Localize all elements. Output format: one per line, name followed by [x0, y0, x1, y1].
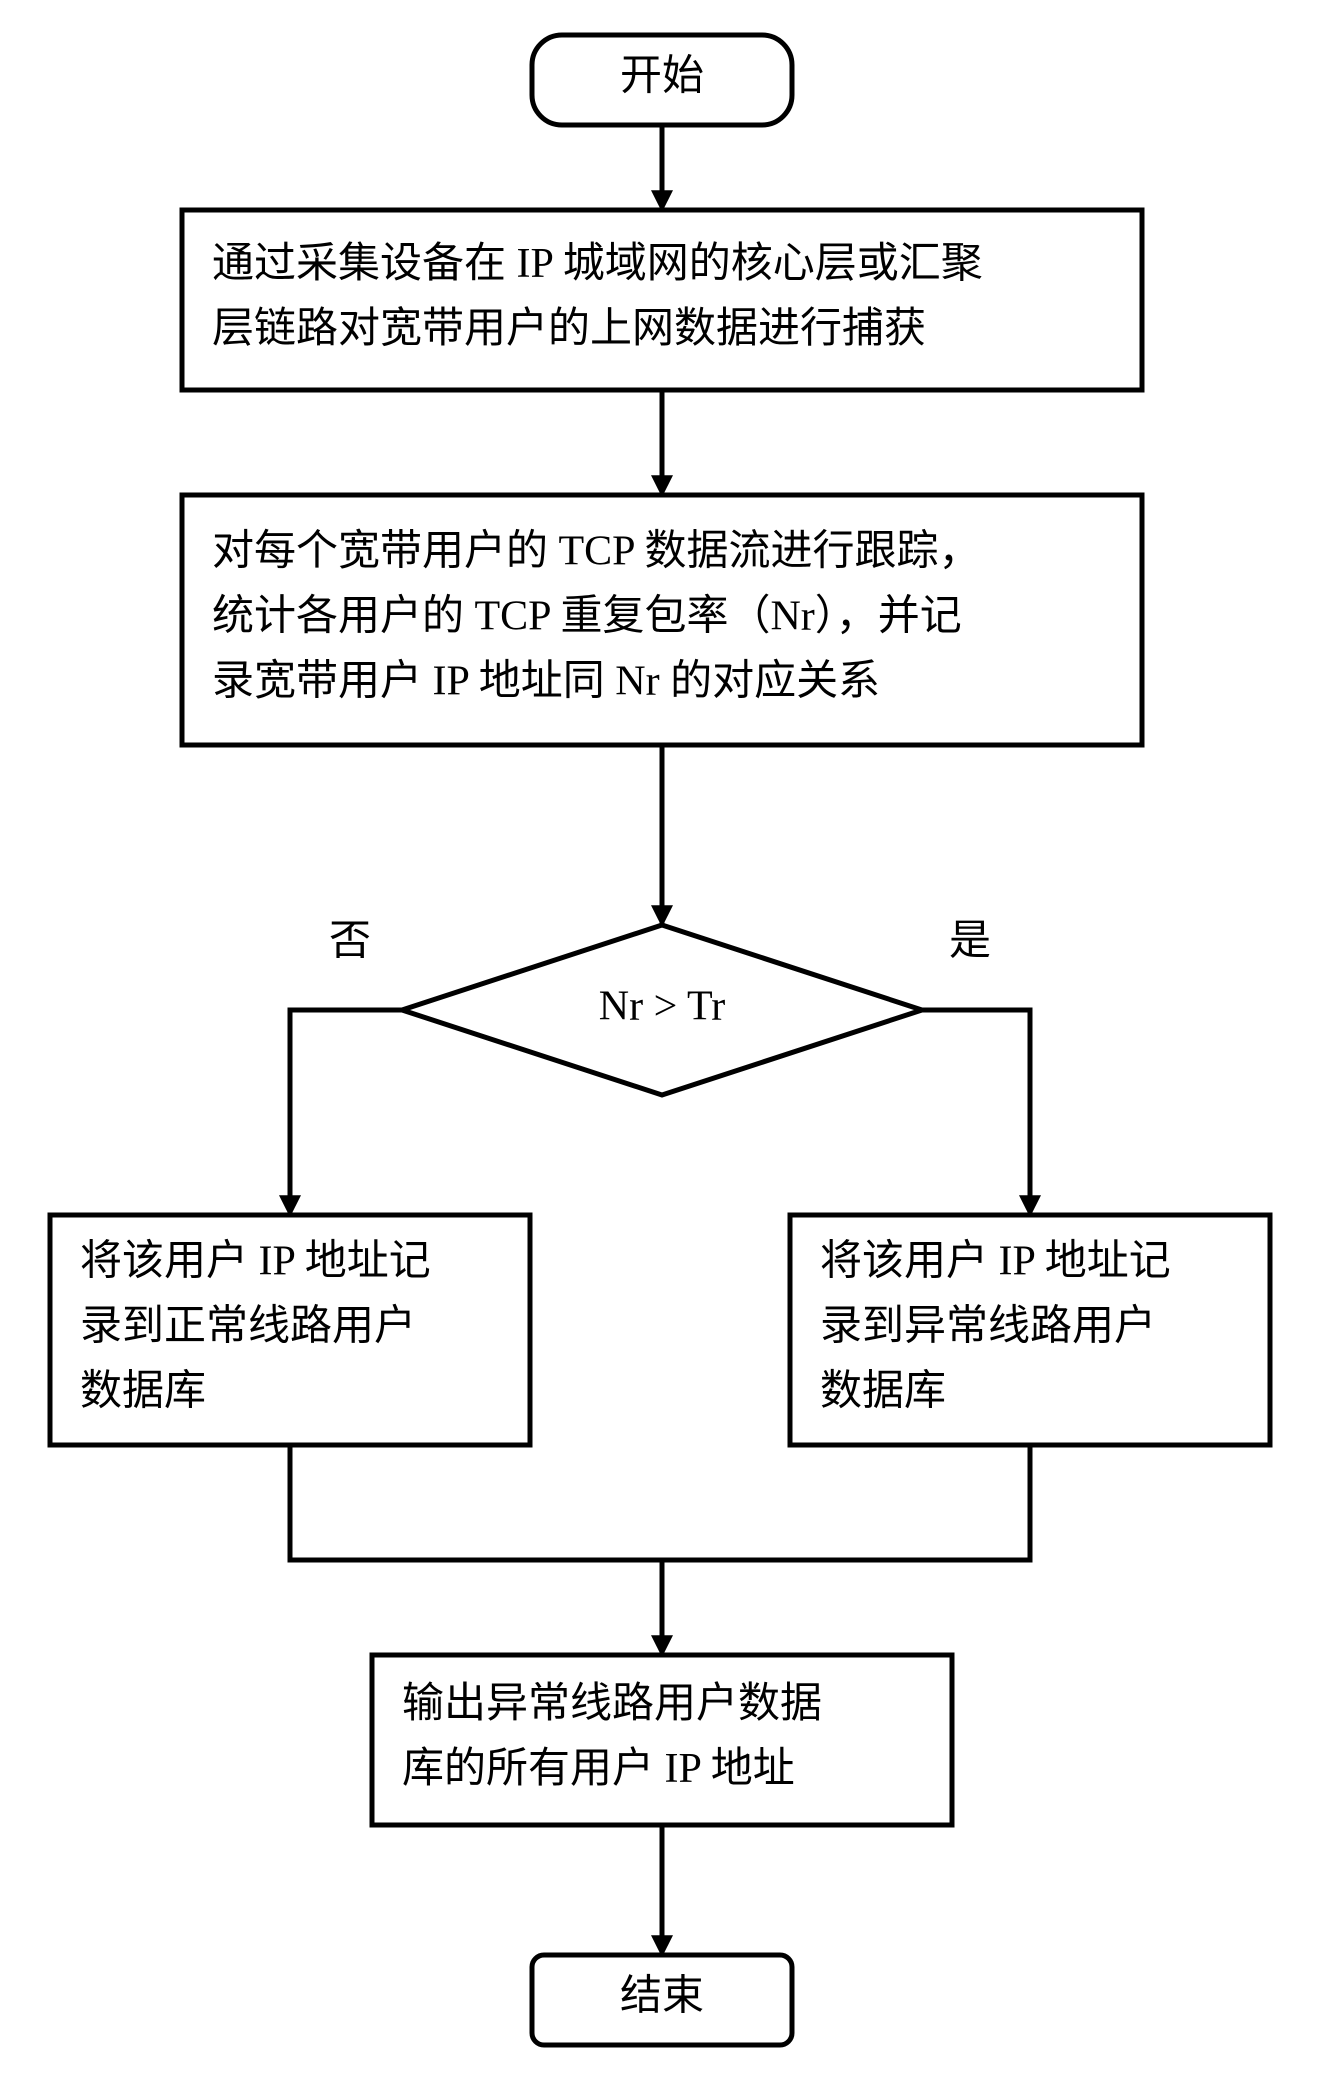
edge-normal-join	[290, 1445, 662, 1560]
edge-decide-abnormal	[922, 1010, 1030, 1215]
flowchart-text: Nr > Tr	[599, 984, 725, 1030]
node-text-capture: 通过采集设备在 IP 城域网的核心层或汇聚	[212, 241, 983, 287]
node-text-output: 输出异常线路用户数据	[402, 1681, 822, 1727]
node-text-normal: 录到正常线路用户	[80, 1304, 416, 1350]
edge-label-decide: 是	[949, 919, 991, 965]
node-text-track: 对每个宽带用户的 TCP 数据流进行跟踪，	[212, 528, 980, 575]
node-text-output: 库的所有用户 IP 地址	[402, 1746, 795, 1792]
node-text-capture: 层链路对宽带用户的上网数据进行捕获	[212, 305, 926, 352]
node-text-track: 统计各用户的 TCP 重复包率（Nr），并记	[212, 593, 962, 640]
node-text-abnormal: 将该用户 IP 地址记	[820, 1239, 1171, 1285]
node-text-track: 录宽带用户 IP 地址同 Nr 的对应关系	[212, 658, 880, 705]
edge-decide-normal	[290, 1010, 402, 1215]
node-text-normal: 数据库	[80, 1369, 206, 1415]
node-text-abnormal: 录到异常线路用户	[820, 1304, 1156, 1350]
flowchart-text: 结束	[620, 1974, 704, 2020]
node-shape-capture	[182, 210, 1142, 390]
flowchart-text: 开始	[620, 54, 704, 100]
edge-label-decide: 否	[329, 919, 371, 965]
edge-abnormal-join	[662, 1445, 1030, 1560]
node-text-abnormal: 数据库	[820, 1369, 946, 1415]
node-text-normal: 将该用户 IP 地址记	[80, 1239, 431, 1285]
